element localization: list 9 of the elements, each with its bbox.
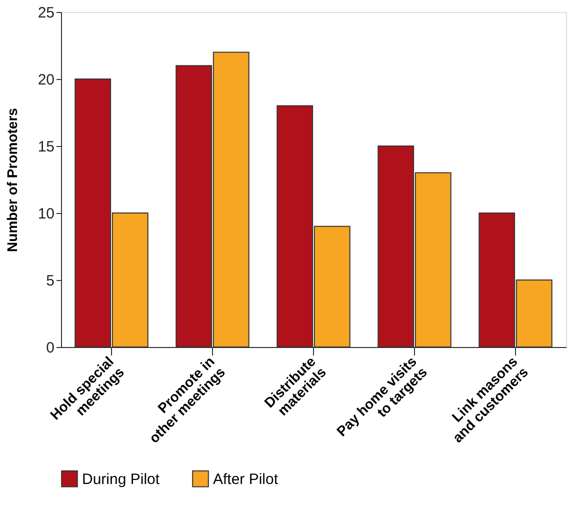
y-tick-label: 25 (38, 4, 54, 22)
y-tick-label: 10 (38, 206, 54, 222)
legend-label: During Pilot (82, 470, 160, 488)
y-tick-label: 20 (38, 72, 54, 88)
y-tick-label: 5 (46, 272, 54, 290)
y-tick-label: 0 (46, 340, 54, 356)
legend-label: After Pilot (213, 470, 279, 488)
y-axis-title: Number of Promoters (4, 108, 20, 252)
y-tick-label: 15 (38, 138, 54, 156)
